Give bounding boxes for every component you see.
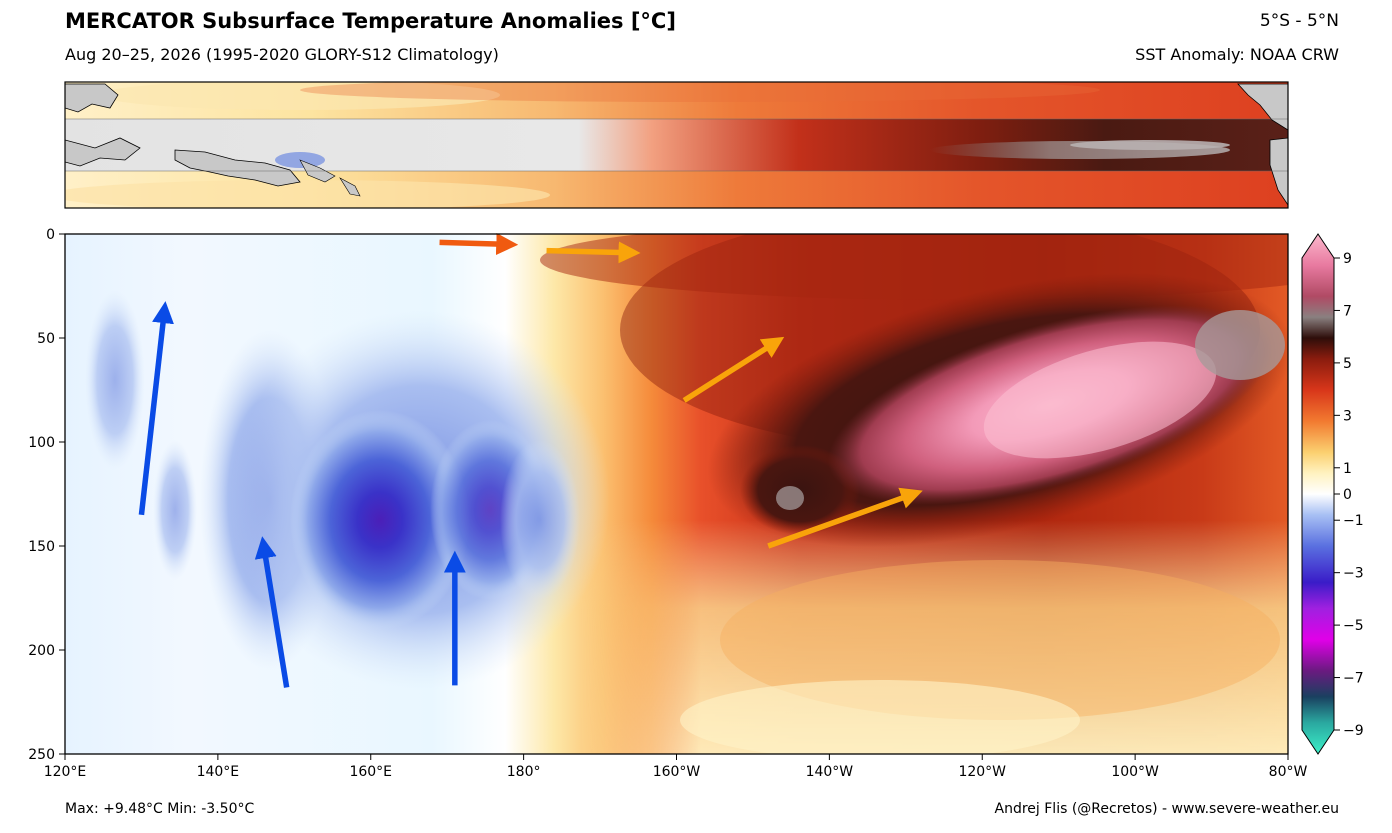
y-tick-label: 250 [28, 747, 55, 763]
x-tick-label: 100°W [1111, 764, 1159, 780]
sst-map [65, 82, 1288, 208]
y-tick-label: 150 [28, 539, 55, 555]
colorbar-tick-label: 5 [1343, 356, 1352, 372]
colorbar-tick-label: −1 [1343, 513, 1364, 529]
x-tick-label: 120°E [44, 764, 87, 780]
x-tick-label: 160°W [653, 764, 701, 780]
annotation-arrow [546, 241, 641, 264]
colorbar-tick-label: −9 [1343, 723, 1364, 739]
y-tick-label: 100 [28, 435, 55, 451]
x-axis: 120°E 140°E 160°E 180° 160°W 140°W 120°W 100°W 8… [44, 754, 1308, 780]
colorbar-tick-label: −5 [1343, 618, 1364, 634]
annotation-arrow [439, 233, 519, 256]
credit-label: Andrej Flis (@Recretos) - www.severe-wea… [994, 801, 1339, 817]
annotation-arrow [767, 487, 923, 549]
section-heatmap [65, 234, 1288, 754]
annotation-arrows [138, 233, 923, 688]
x-tick-label: 80°W [1269, 764, 1308, 780]
colorbar-tick-label: 9 [1343, 251, 1352, 267]
y-tick-label: 0 [46, 227, 55, 243]
chart-subtitle: Aug 20–25, 2026 (1995-2020 GLORY-S12 Cli… [65, 45, 499, 64]
colorbar-tick-label: 3 [1343, 408, 1352, 424]
colorbar-tick-label: 1 [1343, 461, 1352, 477]
x-tick-label: 120°W [958, 764, 1006, 780]
colorbar: 9 7 5 3 1 0 −1 −3 −5 −7 −9 [1301, 233, 1364, 755]
x-tick-label: 160°E [349, 764, 392, 780]
annotation-arrow [682, 336, 785, 403]
y-tick-label: 50 [37, 331, 55, 347]
sst-source-label: SST Anomaly: NOAA CRW [1135, 45, 1339, 64]
y-tick-label: 200 [28, 643, 55, 659]
y-axis: 0 50 100 150 200 250 [28, 227, 65, 763]
colorbar-ticks: 9 7 5 3 1 0 −1 −3 −5 −7 −9 [1334, 251, 1364, 739]
x-tick-label: 140°E [197, 764, 240, 780]
region-label: 5°S - 5°N [1259, 11, 1339, 31]
annotation-arrow [138, 301, 174, 516]
colorbar-tick-label: −3 [1343, 566, 1364, 582]
x-tick-label: 140°W [806, 764, 854, 780]
chart-title: MERCATOR Subsurface Temperature Anomalie… [65, 9, 676, 33]
stats-label: Max: +9.48°C Min: -3.50°C [65, 801, 255, 817]
colorbar-tick-label: 0 [1343, 487, 1352, 503]
colorbar-tick-label: 7 [1343, 303, 1352, 319]
x-tick-label: 180° [507, 764, 541, 780]
colorbar-tick-label: −7 [1343, 671, 1364, 687]
annotation-arrow [254, 536, 290, 688]
